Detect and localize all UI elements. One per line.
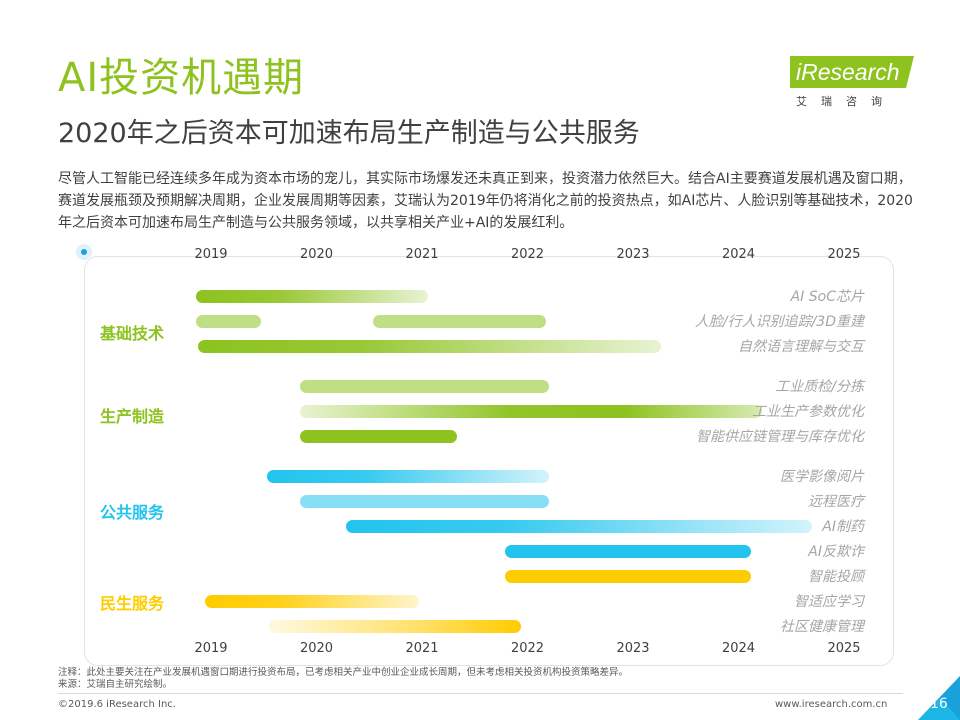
category-label-2: 生产制造 xyxy=(100,407,165,426)
logo-text: iResearch xyxy=(796,59,900,85)
page-title: AI投资机遇期 xyxy=(58,55,305,101)
top-year-tick-2024: 2024 xyxy=(721,247,756,262)
category-label-4: 民生服务 xyxy=(100,594,165,613)
bar-label-2-3: 智能供应链管理与库存优化 xyxy=(696,429,864,445)
bottom-year-tick-2022: 2022 xyxy=(510,641,545,656)
top-year-tick-2023: 2023 xyxy=(616,247,650,262)
timeline-bar-1-2-2 xyxy=(373,315,547,328)
bottom-year-tick-2021: 2021 xyxy=(405,641,439,656)
timeline-bar-1-1 xyxy=(196,290,429,303)
timeline-bar-3-3 xyxy=(346,520,813,533)
timeline-bar-4-1 xyxy=(505,570,752,583)
timeline-bar-2-2 xyxy=(299,405,762,418)
bar-label-3-1: 医学影像阅片 xyxy=(780,469,864,485)
source-text: 来源：艾瑞自主研究绘制。 xyxy=(58,679,173,690)
timeline-bar-3-2 xyxy=(299,495,549,508)
note-text: 注释：此处主要关注在产业发展机遇窗口期进行投资布局，已考虑相关产业中创业企业成长… xyxy=(58,667,629,678)
page-number: 16 xyxy=(930,696,948,712)
bar-label-2-1: 工业质检/分拣 xyxy=(775,379,864,395)
footer-divider xyxy=(58,693,903,694)
bottom-year-tick-2024: 2024 xyxy=(721,641,756,656)
timeline-bar-4-3 xyxy=(269,620,522,633)
bar-label-3-3: AI制药 xyxy=(822,519,864,535)
chart-notes: 注释：此处主要关注在产业发展机遇窗口期进行投资布局，已考虑相关产业中创业企业成长… xyxy=(58,667,628,691)
category-label-1: 基础技术 xyxy=(100,324,165,343)
copyright: ©2019.6 iResearch Inc. xyxy=(58,699,176,710)
logo-badge-shape xyxy=(790,56,914,88)
timeline-bar-3-1 xyxy=(266,470,549,483)
bar-label-4-3: 社区健康管理 xyxy=(780,619,864,635)
category-label-3: 公共服务 xyxy=(100,503,165,522)
timeline-bar-2-3 xyxy=(299,430,457,443)
timeline-bar-4-2 xyxy=(204,595,419,608)
page-subtitle: 2020年之后资本可加速布局生产制造与公共服务 xyxy=(58,118,640,149)
timeline-bar-2-1 xyxy=(299,380,549,393)
chart-frame xyxy=(84,256,894,666)
timeline-bar-1-2-1 xyxy=(196,315,261,328)
top-year-tick-2025: 2025 xyxy=(827,247,861,262)
website-link[interactable]: www.iresearch.com.cn xyxy=(775,699,888,710)
timeline-bar-1-3 xyxy=(198,340,662,353)
bar-label-3-4: AI反欺诈 xyxy=(808,544,864,560)
bottom-year-tick-2025: 2025 xyxy=(827,641,861,656)
top-year-tick-2022: 2022 xyxy=(510,247,545,262)
bar-label-1-2: 人脸/行人识别追踪/3D重建 xyxy=(694,314,864,330)
intro-paragraph: 尽管人工智能已经连续多年成为资本市场的宠儿，其实际市场爆发还未真正到来，投资潜力… xyxy=(58,171,913,231)
bottom-year-tick-2023: 2023 xyxy=(616,641,650,656)
bar-label-1-1: AI SoC芯片 xyxy=(790,289,864,305)
bar-label-1-3: 自然语言理解与交互 xyxy=(738,339,864,355)
top-year-tick-2019: 2019 xyxy=(194,247,228,262)
frame-bullet-icon xyxy=(76,244,92,260)
top-year-tick-2021: 2021 xyxy=(405,247,439,262)
iresearch-logo: iResearch 艾瑞咨询 xyxy=(790,50,918,112)
bottom-year-tick-2020: 2020 xyxy=(299,641,334,656)
logo-subtitle: 艾瑞咨询 xyxy=(796,95,896,108)
timeline-bar-3-4 xyxy=(505,545,752,558)
bar-label-4-1: 智能投顾 xyxy=(808,569,864,585)
bar-label-4-2: 智适应学习 xyxy=(794,594,864,610)
top-year-tick-2020: 2020 xyxy=(299,247,334,262)
bar-label-2-2: 工业生产参数优化 xyxy=(752,404,864,420)
bottom-year-tick-2019: 2019 xyxy=(194,641,228,656)
bar-label-3-2: 远程医疗 xyxy=(808,494,864,510)
